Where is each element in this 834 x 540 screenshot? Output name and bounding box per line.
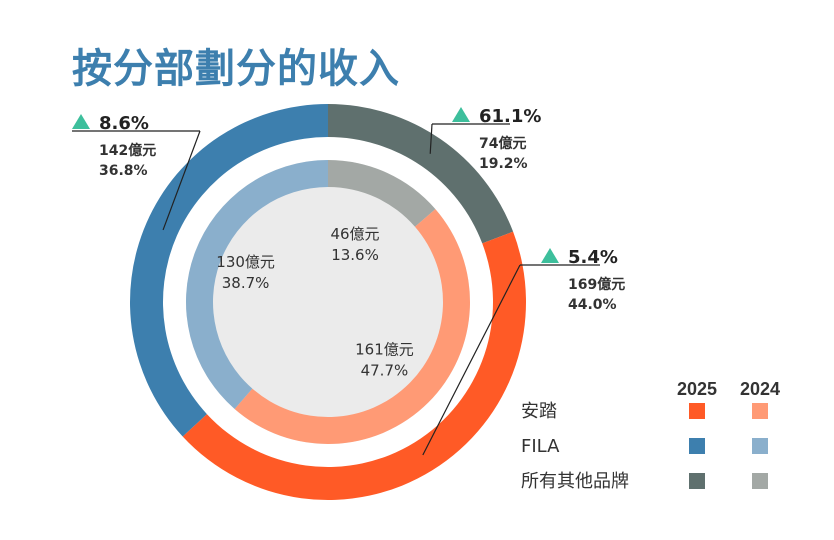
inner-percent-label: 47.7% [361,362,409,380]
inner-percent-label: 38.7% [222,274,270,292]
donut-center [186,160,470,444]
legend-item-label: 所有其他品牌 [521,471,629,492]
leader-line [422,264,521,456]
growth-up-icon [452,107,470,122]
legend-swatch-2025 [689,403,705,419]
growth-up-icon [72,114,90,129]
legend-swatch-2024 [752,438,768,454]
legend-year-header: 2024 [740,379,780,399]
inner-value-label: 130億元 [216,253,275,271]
legend-year-header: 2025 [677,379,717,399]
leader-line [162,130,201,231]
growth-label: 61.1% [479,106,541,127]
legend-swatch-2024 [752,473,768,489]
inner-slice-1 [185,160,328,409]
legend-swatch-2024 [752,403,768,419]
growth-label: 8.6% [99,113,149,134]
legend-item-label: 安踏 [521,401,557,422]
outer-value-label: 142億元 [99,142,156,159]
growth-up-icon [541,248,559,263]
outer-percent-label: 19.2% [479,156,528,172]
legend-swatch-2025 [689,473,705,489]
growth-label: 5.4% [568,247,618,268]
legend-item-label: FILA [521,436,560,457]
inner-slice-0 [234,209,471,445]
inner-value-label: 161億元 [355,341,414,359]
legend-swatch-2025 [689,438,705,454]
inner-percent-label: 13.6% [331,246,379,264]
leader-line [429,123,433,154]
outer-value-label: 169億元 [568,276,625,293]
outer-percent-label: 44.0% [568,297,617,313]
outer-value-label: 74億元 [479,135,526,152]
outer-slice-2 [328,104,514,244]
inner-value-label: 46億元 [330,225,379,243]
chart-title: 按分部劃分的收入 [72,46,400,92]
inner-slice-2 [328,160,436,227]
outer-slice-0 [182,231,526,500]
outer-percent-label: 36.8% [99,163,148,179]
